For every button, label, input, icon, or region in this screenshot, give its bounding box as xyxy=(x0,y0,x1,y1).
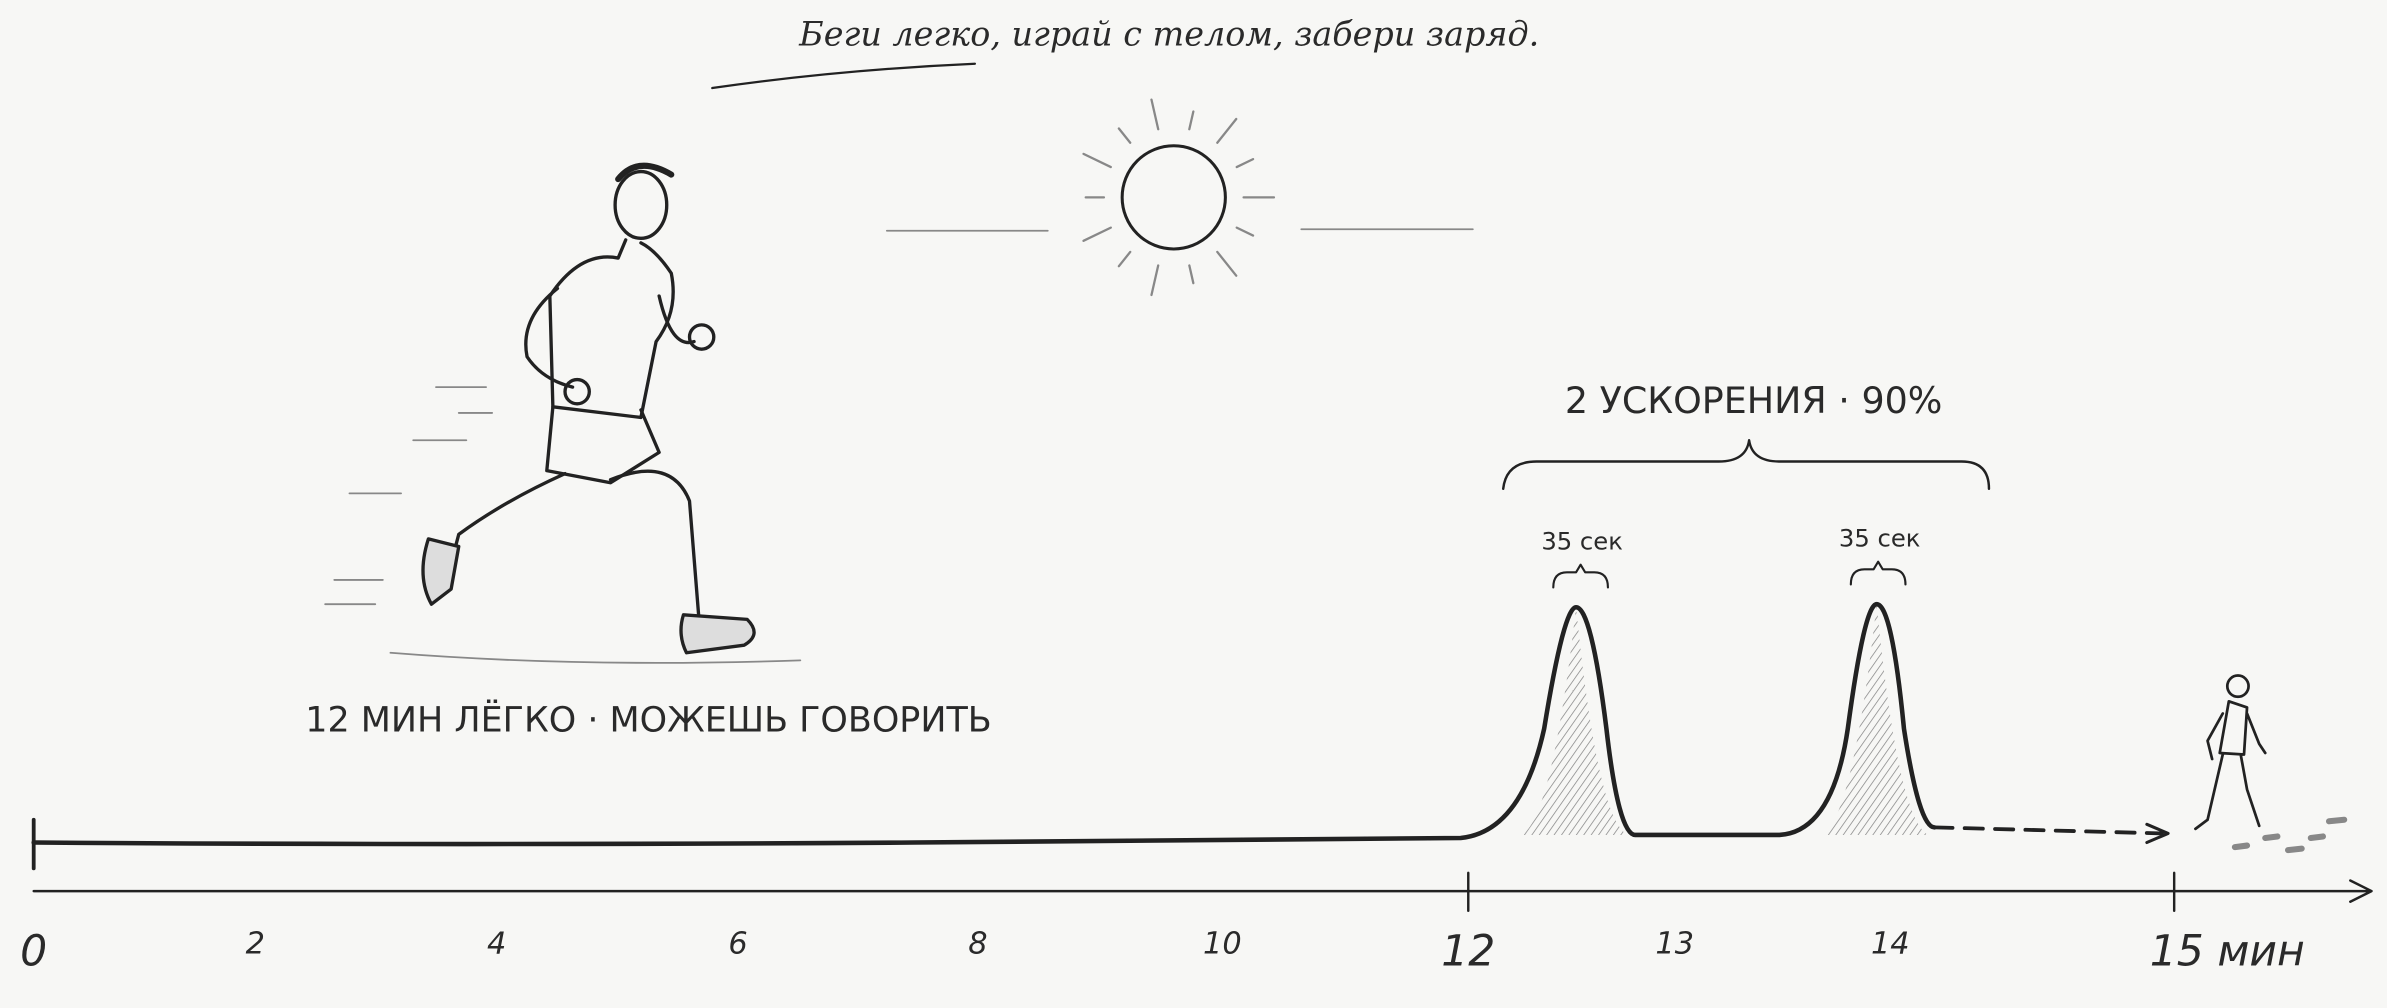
title-underline xyxy=(711,62,977,90)
sun-ray xyxy=(1235,226,1255,237)
sun-ray xyxy=(1188,110,1195,131)
easy-label: 12 МИН ЛЁГКО · МОЖЕШЬ ГОВОРИТЬ xyxy=(305,699,991,741)
sun-ray xyxy=(1216,250,1238,277)
peak-fill xyxy=(1521,604,1929,835)
sun-ray xyxy=(1117,127,1132,144)
brace xyxy=(1501,439,1991,491)
arrow-head xyxy=(2145,822,2170,845)
axis-tick-label: 0 xyxy=(20,927,47,976)
axis-tick-label: 14 xyxy=(1871,926,1910,961)
time-axis xyxy=(32,871,2373,913)
axis-tick-label: 4 xyxy=(487,926,506,961)
stride-label: 35 сек xyxy=(1541,527,1623,556)
walker xyxy=(2194,674,2348,854)
sun-ray xyxy=(1216,117,1238,144)
title: Беги легко, играй с телом, забери заряд. xyxy=(798,15,1539,54)
sun-ray xyxy=(1082,152,1112,169)
sun-ray xyxy=(1117,250,1132,268)
axis-tick-label: 15 мин xyxy=(2150,927,2305,976)
small-brace xyxy=(1552,560,1907,589)
axis-tick-label: 2 xyxy=(246,926,265,961)
axis-tick-label: 6 xyxy=(728,926,747,961)
axis-tick-label: 10 xyxy=(1203,926,1242,961)
effort-line xyxy=(31,601,1937,847)
cooldown-line xyxy=(1932,825,2164,836)
axis-tick-label: 8 xyxy=(968,926,987,961)
sun-ray xyxy=(1188,264,1195,285)
sun-ray xyxy=(1150,98,1160,131)
axis-tick-label: 12 xyxy=(1441,927,1495,976)
sun xyxy=(885,98,1474,297)
sun-ray xyxy=(1235,158,1255,169)
axis-tick-label: 13 xyxy=(1655,926,1694,961)
runner xyxy=(324,162,802,664)
sun-ray xyxy=(1150,264,1160,297)
stride-label: 35 сек xyxy=(1839,524,1921,553)
sun-ray xyxy=(1082,226,1112,242)
strides-label: 2 УСКОРЕНИЯ · 90% xyxy=(1565,379,1943,422)
